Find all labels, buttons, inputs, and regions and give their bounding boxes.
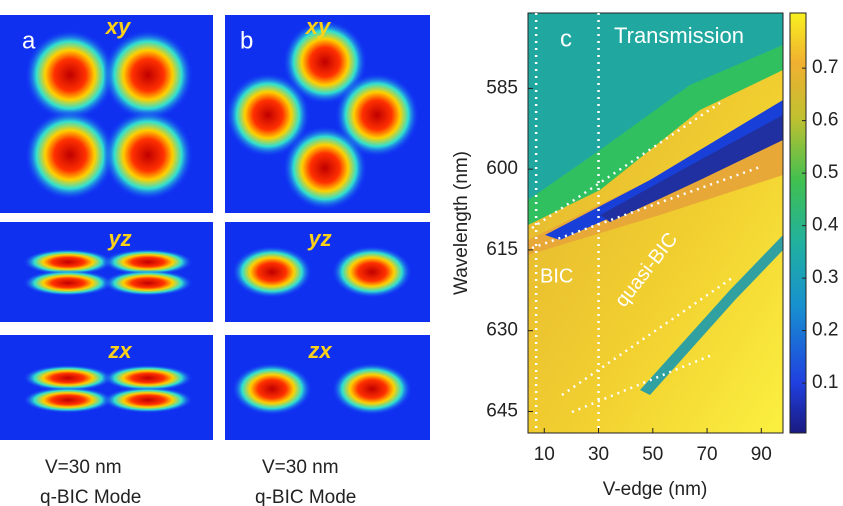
view-label: zx <box>307 338 332 363</box>
view-label: yz <box>307 226 331 251</box>
x-axis-label: V-edge (nm) <box>603 479 708 500</box>
y-tick-label: 600 <box>486 158 518 179</box>
colorbar-tick-label: 0.2 <box>812 320 838 341</box>
view-label: xy <box>305 14 332 39</box>
caption: q-BIC Mode <box>40 487 141 506</box>
heatmap <box>528 13 783 433</box>
view-label: yz <box>107 226 131 251</box>
chart-title: Transmission <box>614 23 744 48</box>
colorbar-tick-label: 0.5 <box>812 162 838 183</box>
y-axis-label: Wavelength (nm) <box>451 151 472 295</box>
colorbar-tick-label: 0.3 <box>812 267 838 288</box>
x-tick-label: 90 <box>751 444 772 465</box>
field-maps <box>0 15 430 440</box>
caption: V=30 nm <box>45 457 122 478</box>
y-tick-label: 615 <box>486 239 518 260</box>
colorbar-tick-label: 0.7 <box>812 57 838 78</box>
panel-letter: b <box>240 27 253 54</box>
view-label: zx <box>107 338 132 363</box>
colorbar-tick-label: 0.4 <box>812 215 839 236</box>
x-tick-label: 50 <box>642 444 663 465</box>
x-tick-label: 30 <box>588 444 609 465</box>
colorbar-tick-label: 0.6 <box>812 110 838 131</box>
colorbar-tick-label: 0.1 <box>812 372 838 393</box>
colorbar <box>789 12 807 434</box>
x-tick-label: 70 <box>696 444 717 465</box>
caption: q-BIC Mode <box>255 487 356 506</box>
plot-frame <box>527 12 784 434</box>
annotation: BIC <box>540 265 573 287</box>
y-tick-label: 645 <box>486 400 518 421</box>
view-label: xy <box>105 14 132 39</box>
y-tick-label: 585 <box>486 77 518 98</box>
x-tick-label: 10 <box>534 444 555 465</box>
panel-letter: a <box>22 27 36 54</box>
caption: V=30 nm <box>262 457 339 478</box>
panel-letter: c <box>560 25 572 52</box>
y-tick-label: 630 <box>486 320 518 341</box>
guide-lines <box>531 101 761 414</box>
